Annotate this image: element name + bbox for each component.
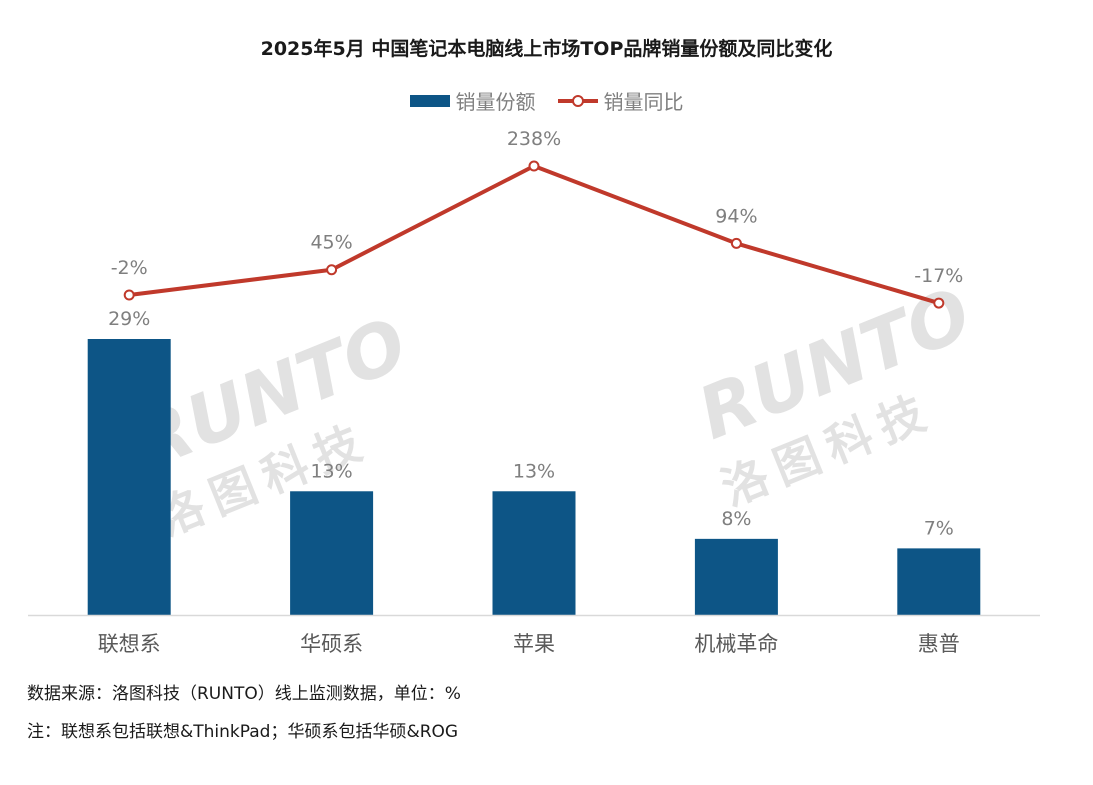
yoy-data-label: 94%: [715, 205, 757, 227]
chart-title: 2025年5月 中国笔记本电脑线上市场TOP品牌销量份额及同比变化: [260, 38, 833, 60]
x-tick-label: 联想系: [98, 632, 161, 656]
legend-label-yoy: 销量同比: [603, 90, 684, 114]
yoy-data-label: 238%: [507, 128, 561, 150]
bar-data-label: 7%: [924, 517, 954, 539]
x-tick-label: 苹果: [513, 632, 555, 656]
legend-line-swatch: [557, 94, 598, 107]
bar-data-label: 13%: [310, 460, 352, 482]
bar-3: [492, 491, 576, 615]
x-tick-label: 机械革命: [694, 632, 778, 656]
bar-data-label: 8%: [721, 508, 751, 530]
legend-item-yoy: 销量同比: [557, 86, 684, 115]
yoy-point-1: [123, 289, 135, 301]
legend-label-share: 销量份额: [455, 90, 536, 114]
source-note: 数据来源：洛图科技（RUNTO）线上监测数据，单位：%: [27, 684, 461, 704]
yoy-point-2: [326, 264, 338, 276]
bar-2: [290, 491, 374, 615]
bar-data-label: 29%: [108, 308, 150, 330]
yoy-point-5: [933, 297, 945, 309]
yoy-point-4: [730, 237, 742, 249]
bar-4: [694, 538, 778, 615]
x-tick-label: 华硕系: [300, 632, 363, 656]
bar-5: [897, 548, 981, 615]
yoy-point-3: [528, 160, 540, 172]
bar-1: [87, 339, 171, 615]
yoy-data-label: -17%: [914, 265, 963, 287]
x-tick-label: 惠普: [918, 632, 960, 656]
brand-note: 注：联想系包括联想&ThinkPad；华硕系包括华硕&ROG: [27, 722, 459, 742]
yoy-data-label: -2%: [111, 257, 148, 279]
legend: 销量份额 销量同比: [0, 86, 1093, 115]
yoy-line: [128, 164, 940, 305]
bar-data-label: 13%: [513, 460, 555, 482]
yoy-data-label: 45%: [310, 232, 352, 254]
legend-bar-swatch: [409, 94, 450, 107]
legend-item-share: 销量份额: [409, 86, 536, 115]
